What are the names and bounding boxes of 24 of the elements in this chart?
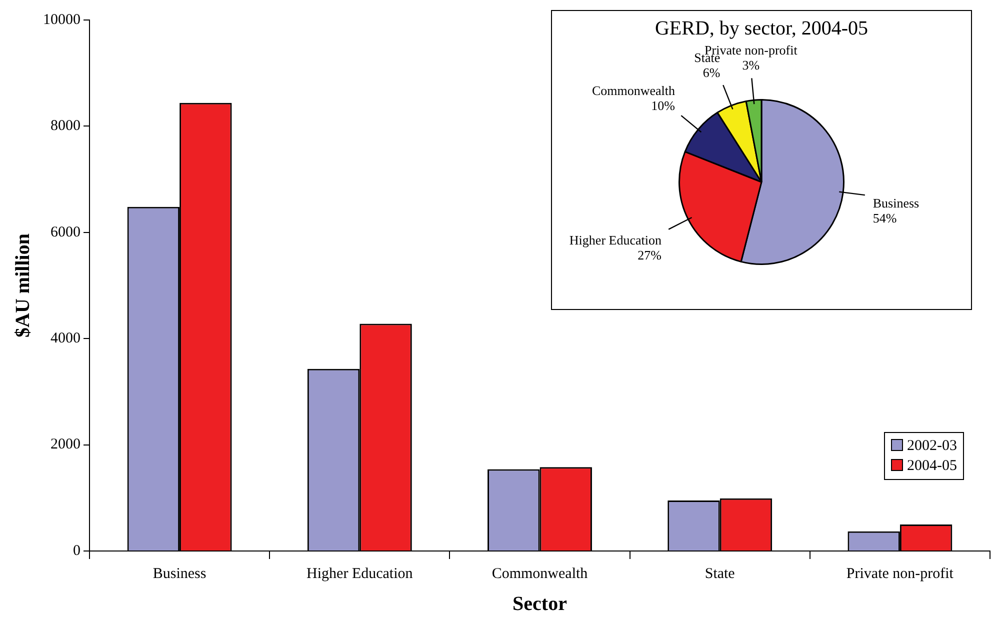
x-tick-label: Business [152,566,206,582]
x-tick-label: State [704,566,736,582]
slice-label: Commonwealth [592,82,676,98]
slice-label: Business [872,195,920,210]
x-tick-label: Private non-profit [846,566,954,582]
data-label: 3% [742,58,760,73]
y-tick-label: 10000 [43,12,80,28]
slice-label: Higher Education [569,232,662,248]
y-tick-label: 8000 [50,118,80,134]
legend-label: 2002-03 [906,437,957,456]
data-label: 27% [638,247,662,262]
x-tick-label: Higher Education [306,566,414,582]
data-label: 54% [872,210,897,226]
data-label: 6% [702,65,720,80]
x-tick-label: Commonwealth [492,566,588,582]
y-tick-label: 0 [73,542,80,559]
y-tick-label: 4000 [50,330,80,347]
legend-label: 2004-05 [906,457,957,476]
y-axis-title: $AU million [12,234,34,338]
x-axis-title: Sector [512,593,568,616]
y-tick-label: 6000 [50,224,80,240]
chart-title: GERD, by sector, 2004-05 [654,17,868,40]
y-tick-label: 2000 [50,436,80,453]
data-label: 10% [651,98,676,113]
